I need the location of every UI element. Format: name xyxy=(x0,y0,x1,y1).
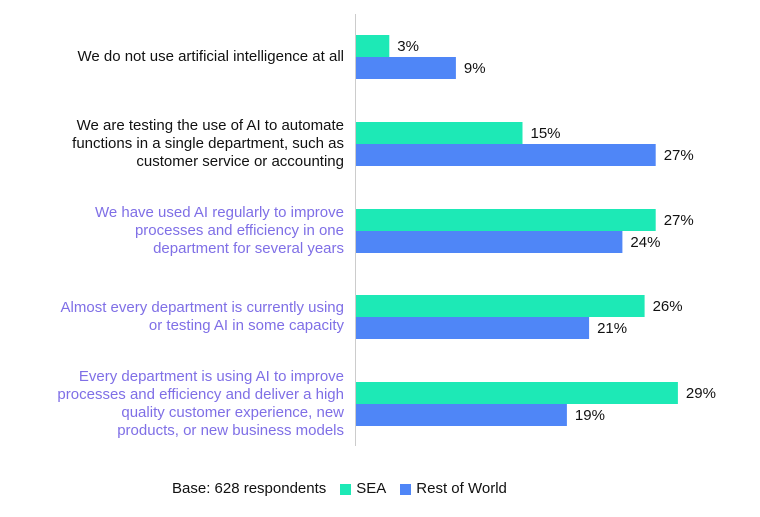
value-label-rest-of-world-2: 27% xyxy=(664,147,694,164)
category-label-line: Every department is using AI to improve xyxy=(78,368,344,385)
bar-sea-2 xyxy=(356,122,523,144)
bar-rest-of-world-2 xyxy=(356,144,656,166)
value-label-rest-of-world-5: 19% xyxy=(575,407,605,424)
category-label-4: Almost every department is currently usi… xyxy=(4,299,344,335)
value-label-rest-of-world-1: 9% xyxy=(464,60,486,77)
value-label-sea-4: 26% xyxy=(653,298,683,315)
legend-swatch-rest-of-world xyxy=(400,483,412,495)
legend-item-rest-of-world: Rest of World xyxy=(400,480,507,498)
category-label-line: processes and efficiency in one xyxy=(134,222,344,239)
chart-footer: Base: 628 respondents SEA Rest of World xyxy=(172,480,507,498)
bar-sea-1 xyxy=(356,35,390,57)
category-label-line: products, or new business models xyxy=(117,422,344,439)
bars-group xyxy=(356,35,678,426)
category-label-line: customer service or accounting xyxy=(136,153,344,170)
category-label-1: We do not use artificial intelligence at… xyxy=(4,48,344,66)
value-label-rest-of-world-4: 21% xyxy=(597,320,627,337)
category-label-line: functions in a single department, such a… xyxy=(72,135,344,152)
bar-sea-5 xyxy=(356,382,678,404)
legend-label-sea: SEA xyxy=(356,480,387,497)
category-label-line: processes and efficiency and deliver a h… xyxy=(57,386,344,403)
bar-sea-4 xyxy=(356,295,645,317)
bar-rest-of-world-3 xyxy=(356,231,623,253)
category-label-line: Almost every department is currently usi… xyxy=(60,299,344,316)
category-label-line: We do not use artificial intelligence at… xyxy=(77,48,344,65)
value-label-sea-3: 27% xyxy=(664,212,694,229)
category-label-line: quality customer experience, new xyxy=(121,404,344,421)
value-label-rest-of-world-3: 24% xyxy=(630,234,660,251)
category-label-line: We are testing the use of AI to automate xyxy=(76,117,344,134)
bar-rest-of-world-5 xyxy=(356,404,567,426)
bar-rest-of-world-1 xyxy=(356,57,456,79)
bar-sea-3 xyxy=(356,209,656,231)
category-label-line: or testing AI in some capacity xyxy=(148,317,344,334)
category-label-2: We are testing the use of AI to automate… xyxy=(4,117,344,171)
value-label-sea-5: 29% xyxy=(686,385,716,402)
base-note: Base: 628 respondents xyxy=(172,480,327,497)
category-label-line: department for several years xyxy=(153,240,344,257)
bar-rest-of-world-4 xyxy=(356,317,590,339)
category-label-3: We have used AI regularly to improve proc… xyxy=(4,204,344,258)
legend-item-sea: SEA xyxy=(340,480,386,498)
value-labels-group: 3%9%15%27%27%24%26%21%29%19% xyxy=(397,38,716,424)
legend-swatch-sea xyxy=(340,483,352,495)
value-label-sea-2: 15% xyxy=(531,125,561,142)
category-label-line: We have used AI regularly to improve xyxy=(94,204,344,221)
category-label-5: Every department is using AI to improve p… xyxy=(4,368,344,440)
legend-label-rest-of-world: Rest of World xyxy=(416,480,507,497)
value-label-sea-1: 3% xyxy=(397,38,419,55)
